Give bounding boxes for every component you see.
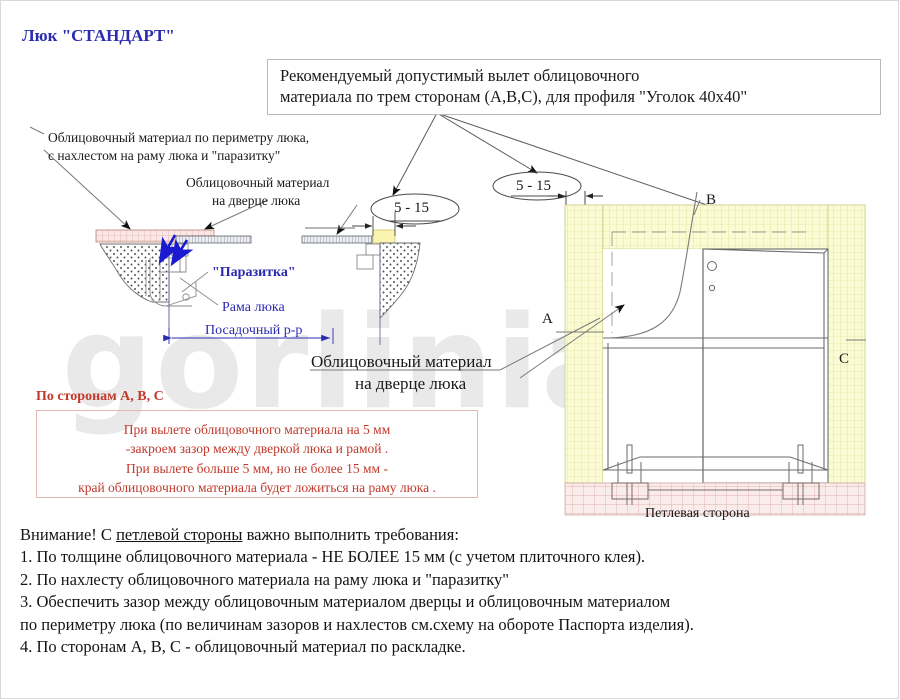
warning-line-2: -закроем зазор между дверкой люка и рамо… (125, 441, 389, 457)
notes-item-3b: по периметру люка (по величинам зазоров … (20, 614, 694, 634)
door-material-line-2: на дверце люка (212, 192, 301, 208)
red-block-heading: По сторонам А, В, С (36, 389, 164, 404)
left-cross-section (95, 229, 252, 330)
perimeter-line-1: Облицовочный материал по периметру люка, (48, 130, 310, 145)
dimension-value-left: 5 - 15 (394, 200, 429, 216)
label-perimeter-material: Облицовочный материал по периметру люка,… (48, 129, 309, 165)
center-caption-line-1: Облицовочный материал (311, 352, 492, 371)
bottom-requirements: Внимание! С петлевой стороны важно выпол… (20, 524, 886, 659)
notes-heading-post: важно выполнить требования: (242, 525, 459, 544)
notes-heading: Внимание! С петлевой стороны важно выпол… (20, 524, 886, 546)
center-caption-leader (310, 317, 601, 371)
seat-dimension (163, 328, 334, 344)
notes-item-2: 2. По нахлесту облицовочного материала н… (20, 569, 510, 589)
recommendation-callout: Рекомендуемый допустимый вылет облицовоч… (267, 59, 881, 115)
side-label-c: С (839, 351, 850, 367)
perimeter-leader-lines (29, 126, 358, 235)
label-seat-size: Посадочный р-р (205, 323, 303, 338)
callout-line-2: материала по трем сторонам (А,В,С), для … (280, 87, 748, 107)
label-hatch-frame: Рама люка (222, 300, 285, 315)
notes-heading-underlined: петлевой стороны (116, 525, 243, 544)
warning-line-3: При вылете больше 5 мм, но не более 15 м… (126, 460, 388, 476)
door-material-line-1: Облицовочный материал (186, 175, 330, 190)
center-caption-line-2: на дверце люка (355, 374, 467, 394)
label-hinge-side: Петлевая сторона (645, 506, 750, 521)
notes-item-1: 1. По толщине облицовочного материала - … (20, 547, 646, 567)
label-door-material: Облицовочный материал на дверце люка (186, 174, 329, 210)
callout-leader-lines (392, 112, 740, 217)
side-label-a: А (542, 311, 553, 327)
notes-heading-pre: Внимание! С (20, 525, 117, 544)
perimeter-line-2: с нахлестом на раму люка и "паразитку" (48, 147, 281, 163)
page-title: Люк "СТАНДАРТ" (22, 26, 175, 45)
warning-block: При вылете облицовочного материала на 5 … (36, 410, 478, 498)
side-label-b: В (706, 192, 717, 208)
warning-line-1: При вылете облицовочного материала на 5 … (123, 422, 391, 437)
warning-line-4: край облицовочного материала будет ложит… (78, 479, 436, 495)
right-cross-section (301, 193, 460, 345)
notes-item-4: 4. По сторонам А, В, С - облицовочный ма… (20, 637, 466, 657)
caption-door-facing-material: Облицовочный материал на дверце люка (311, 351, 492, 395)
hatch-elevation (519, 191, 866, 516)
callout-line-1: Рекомендуемый допустимый вылет облицовоч… (280, 66, 640, 85)
notes-item-3a: 3. Обеспечить зазор между облицовочным м… (20, 592, 671, 612)
dimension-value-right: 5 - 15 (516, 178, 551, 194)
label-parazitka: "Паразитка" (212, 265, 296, 280)
